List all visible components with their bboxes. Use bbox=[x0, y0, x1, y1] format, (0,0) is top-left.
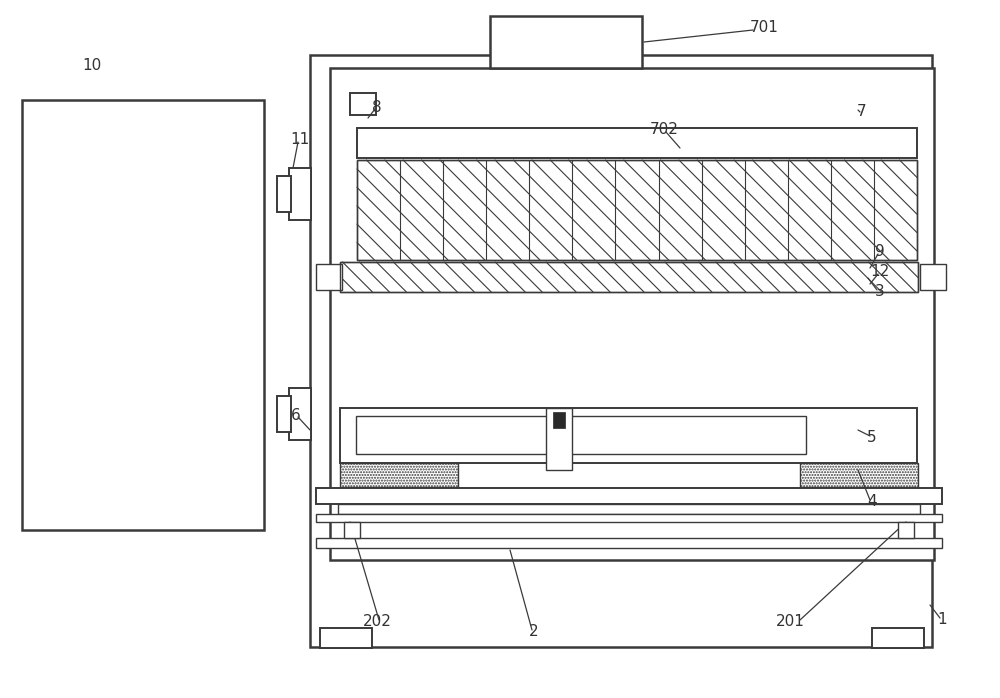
Bar bbox=[289, 388, 311, 440]
Bar bbox=[316, 538, 942, 548]
Bar bbox=[340, 408, 917, 463]
Bar bbox=[340, 262, 918, 292]
Text: 202: 202 bbox=[363, 614, 391, 630]
Text: 7: 7 bbox=[857, 105, 867, 119]
Bar bbox=[338, 504, 920, 514]
Text: 5: 5 bbox=[867, 431, 877, 445]
Text: 3: 3 bbox=[875, 285, 885, 299]
Bar bbox=[356, 416, 806, 454]
Text: 701: 701 bbox=[750, 20, 778, 36]
Bar bbox=[340, 463, 458, 487]
Bar bbox=[316, 264, 342, 290]
Bar bbox=[357, 160, 917, 260]
Bar bbox=[357, 128, 917, 158]
Bar bbox=[357, 160, 917, 260]
Text: 11: 11 bbox=[290, 133, 310, 147]
Bar bbox=[872, 628, 924, 648]
Text: 12: 12 bbox=[870, 265, 890, 279]
Text: 702: 702 bbox=[650, 123, 678, 138]
Bar bbox=[22, 100, 264, 530]
Text: 10: 10 bbox=[82, 57, 102, 73]
Bar bbox=[357, 160, 917, 260]
Bar bbox=[316, 488, 942, 504]
Bar bbox=[490, 16, 642, 68]
Text: 6: 6 bbox=[291, 408, 301, 422]
Text: 201: 201 bbox=[776, 614, 804, 630]
Bar bbox=[344, 522, 360, 538]
Bar bbox=[310, 55, 932, 647]
Bar bbox=[289, 168, 311, 220]
Bar bbox=[800, 463, 918, 487]
Bar bbox=[898, 522, 914, 538]
Bar bbox=[546, 408, 572, 470]
Bar bbox=[553, 412, 565, 428]
Bar bbox=[340, 262, 918, 292]
Text: 1: 1 bbox=[937, 613, 947, 628]
Bar bbox=[350, 93, 376, 115]
Text: 8: 8 bbox=[372, 100, 382, 114]
Text: 4: 4 bbox=[867, 494, 877, 510]
Bar bbox=[320, 628, 372, 648]
Bar bbox=[277, 396, 291, 432]
Bar bbox=[316, 514, 942, 522]
Bar bbox=[330, 68, 934, 560]
Bar bbox=[920, 264, 946, 290]
Text: 2: 2 bbox=[529, 625, 539, 639]
Bar bbox=[340, 262, 918, 292]
Text: 9: 9 bbox=[875, 244, 885, 260]
Bar bbox=[277, 176, 291, 212]
